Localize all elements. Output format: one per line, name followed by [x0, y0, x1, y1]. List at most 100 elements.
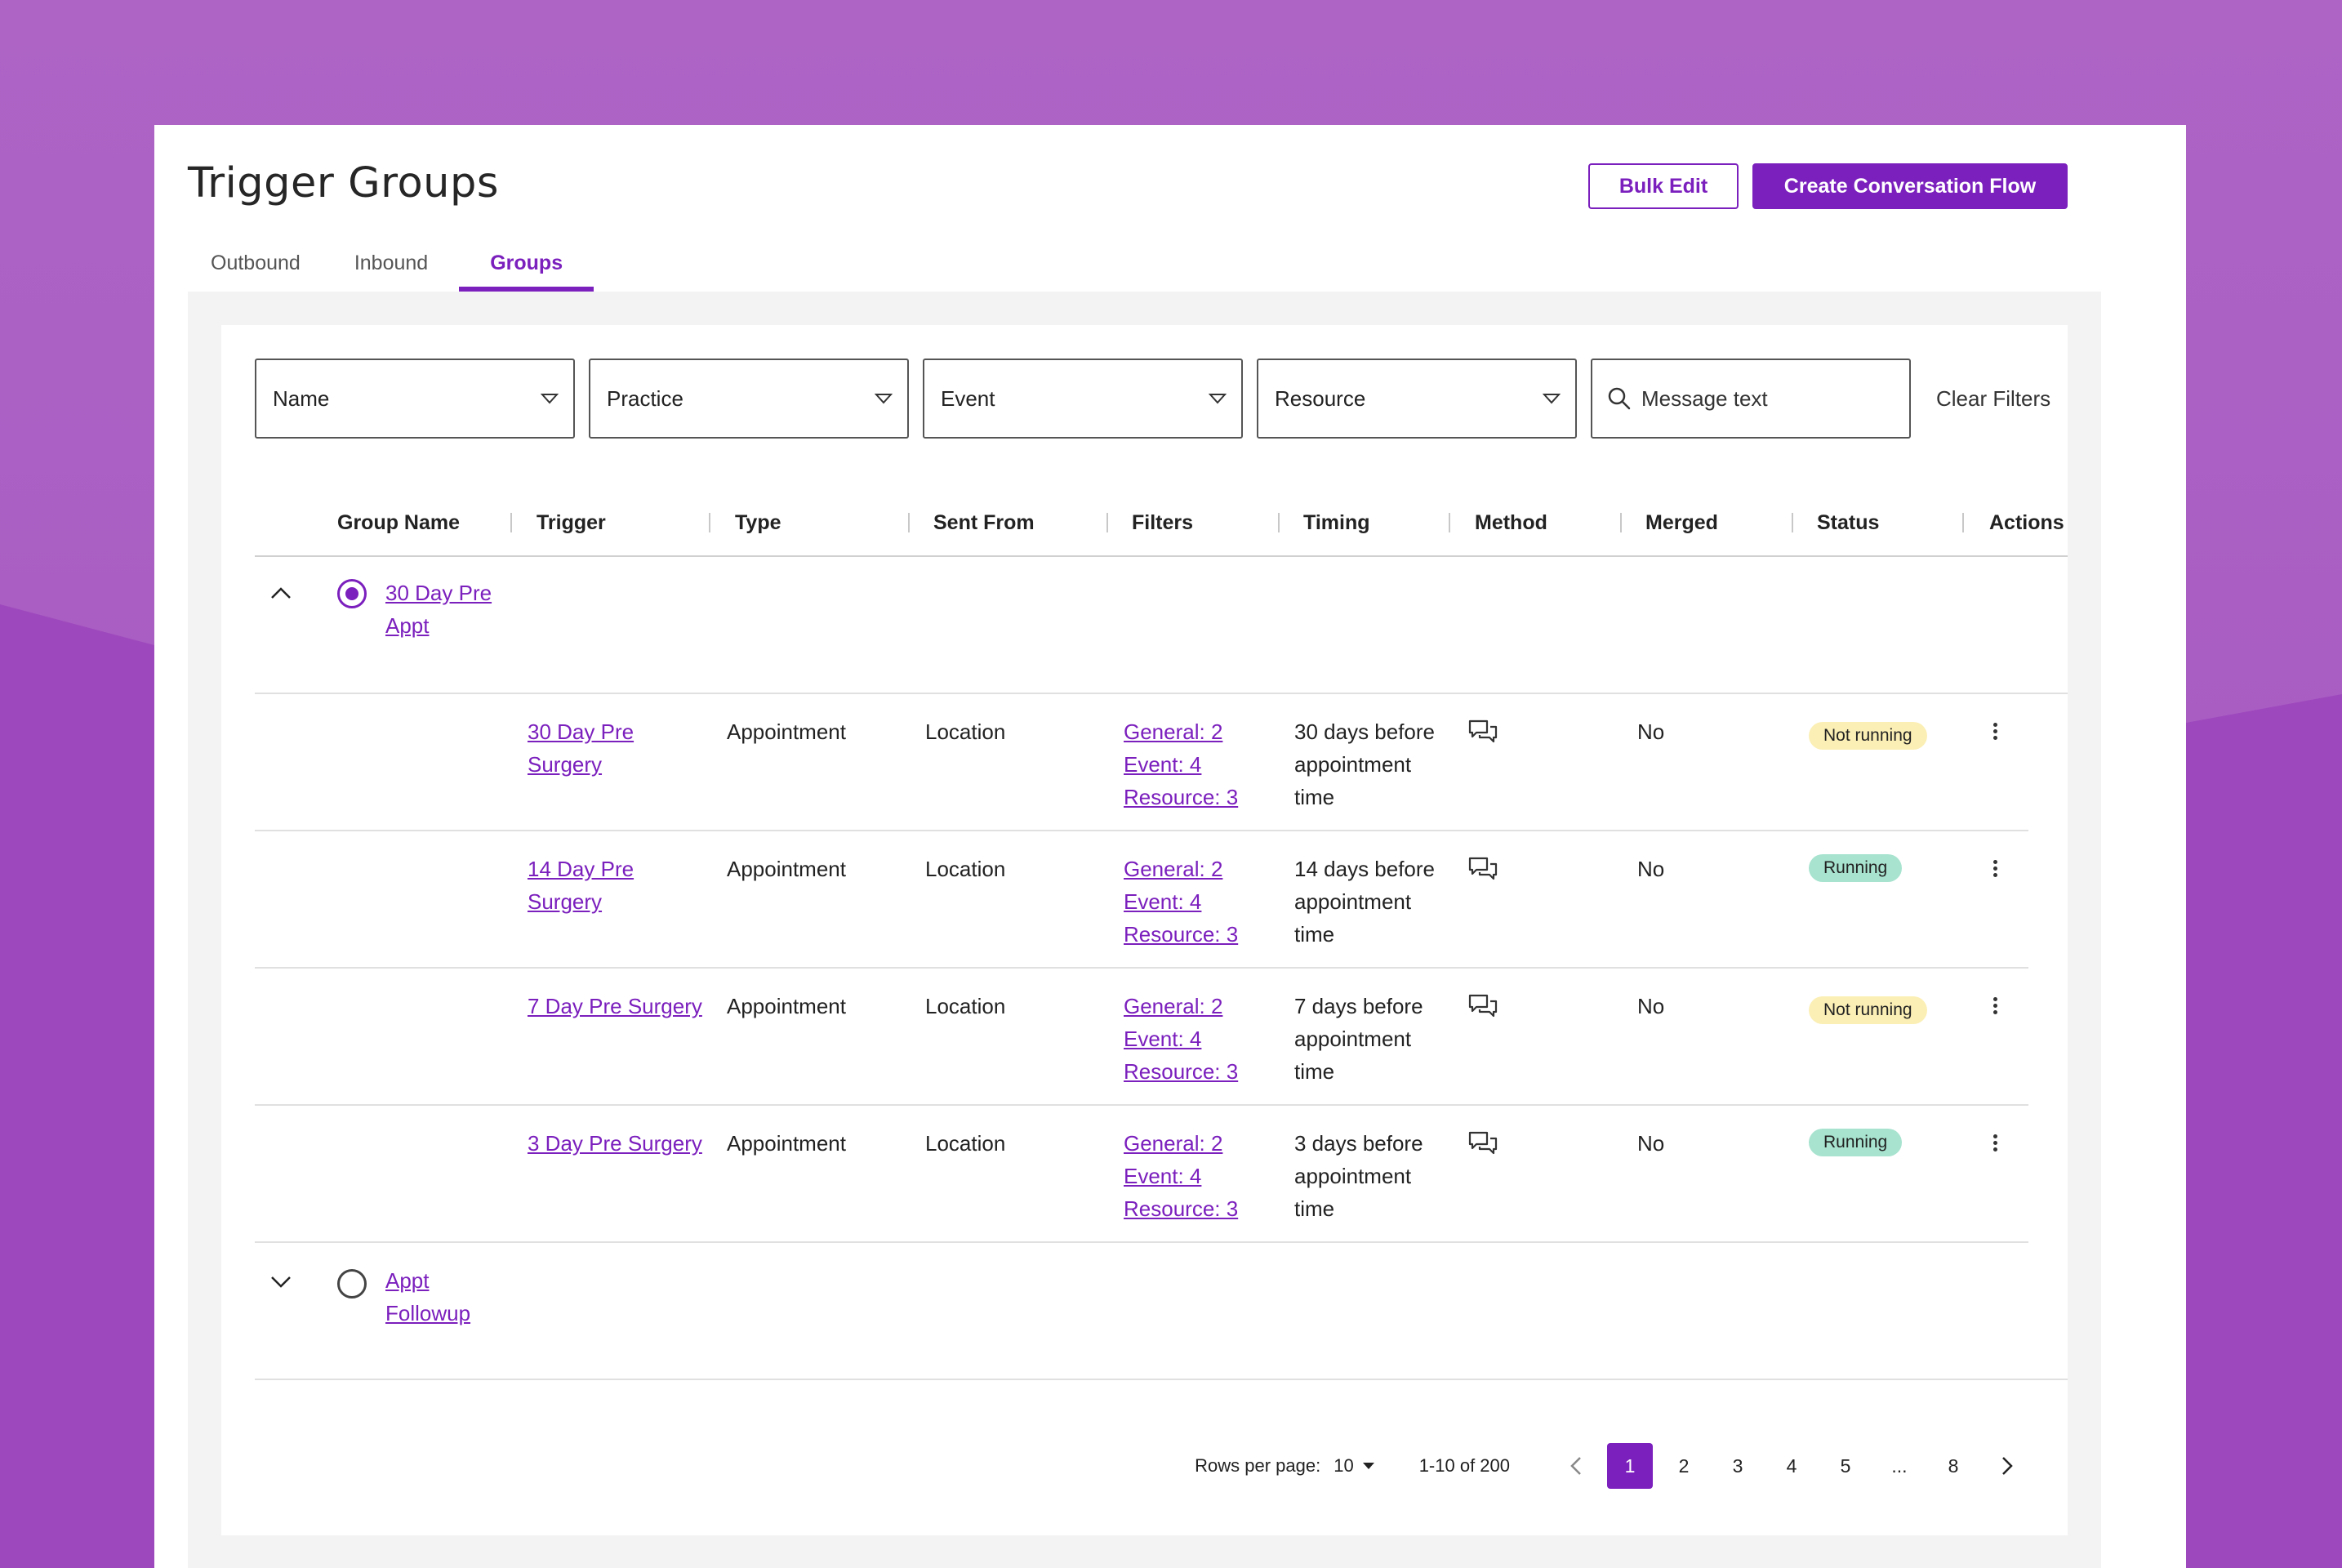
event-filter-select[interactable]: Event	[923, 359, 1243, 439]
rows-per-page-select[interactable]: 10	[1334, 1455, 1374, 1477]
type-cell: Appointment	[727, 857, 846, 881]
table-row: 3 Day Pre Surgery Appointment Location G…	[255, 1106, 2028, 1243]
col-group-name[interactable]: Group Name	[337, 510, 461, 534]
chat-bubbles-icon	[1468, 719, 1498, 743]
event-filter-link[interactable]: Event: 4	[1124, 752, 1202, 777]
resource-filter-link[interactable]: Resource: 3	[1124, 922, 1239, 947]
chat-bubbles-icon	[1468, 1131, 1498, 1155]
column-divider	[510, 513, 512, 532]
bulk-edit-button[interactable]: Bulk Edit	[1588, 163, 1739, 209]
page-button[interactable]: 8	[1948, 1454, 1959, 1477]
event-filter-link[interactable]: Event: 4	[1124, 1164, 1202, 1188]
col-type[interactable]: Type	[735, 510, 781, 534]
event-filter-link[interactable]: Event: 4	[1124, 889, 1202, 914]
create-conversation-flow-button[interactable]: Create Conversation Flow	[1752, 163, 2068, 209]
tab-inbound[interactable]: Inbound	[354, 251, 429, 274]
caret-down-icon	[1209, 394, 1227, 404]
chevron-up-icon[interactable]	[269, 585, 293, 601]
filter-bar: Name Practice Event Resource	[255, 359, 2050, 439]
filters-cell: General: 2 Event: 4 Resource: 3	[1124, 990, 1238, 1088]
trigger-link[interactable]: 30 Day Pre Surgery	[528, 715, 634, 781]
chat-bubbles-icon	[1468, 857, 1498, 880]
page-button[interactable]: 2	[1678, 1454, 1690, 1477]
table-panel: Name Practice Event Resource	[221, 325, 2068, 1535]
prev-page-button[interactable]	[1553, 1443, 1599, 1489]
resource-filter-link[interactable]: Resource: 3	[1124, 1059, 1239, 1084]
page-range-text: 1-10 of 200	[1418, 1455, 1510, 1476]
col-trigger[interactable]: Trigger	[537, 510, 606, 534]
group-select-radio[interactable]	[337, 1269, 367, 1298]
chevron-down-icon[interactable]	[269, 1274, 293, 1290]
page-button[interactable]: 3	[1732, 1454, 1743, 1477]
resource-filter-link[interactable]: Resource: 3	[1124, 785, 1239, 809]
column-divider	[709, 513, 710, 532]
tab-outbound[interactable]: Outbound	[211, 251, 301, 274]
more-actions-icon[interactable]	[1988, 1132, 2001, 1156]
chevron-left-icon	[1570, 1457, 1581, 1475]
more-actions-icon[interactable]	[1988, 995, 2001, 1019]
clear-filters-button[interactable]: Clear Filters	[1936, 385, 2051, 411]
type-cell: Appointment	[727, 719, 846, 744]
message-text-input[interactable]	[1641, 385, 1886, 412]
group-name-link[interactable]: Appt Followup	[385, 1264, 470, 1330]
sent-from-cell: Location	[925, 857, 1006, 881]
event-filter-link[interactable]: Event: 4	[1124, 1027, 1202, 1051]
merged-cell: No	[1637, 994, 1665, 1018]
more-actions-icon[interactable]	[1988, 858, 2001, 882]
status-badge: Running	[1809, 1129, 1903, 1156]
resource-filter-link[interactable]: Resource: 3	[1124, 1196, 1239, 1221]
general-filter-link[interactable]: General: 2	[1124, 1131, 1223, 1156]
group-select-radio[interactable]	[337, 579, 367, 608]
page-ellipsis: ...	[1891, 1454, 1908, 1477]
page-button[interactable]: 5	[1840, 1454, 1851, 1477]
col-filters[interactable]: Filters	[1132, 510, 1194, 534]
practice-filter-select[interactable]: Practice	[589, 359, 909, 439]
page-button[interactable]: 4	[1786, 1454, 1797, 1477]
merged-cell: No	[1637, 1131, 1665, 1156]
resource-filter-label: Resource	[1275, 385, 1366, 411]
column-divider	[1792, 513, 1793, 532]
next-page-button[interactable]	[1984, 1443, 2030, 1489]
col-sent-from[interactable]: Sent From	[933, 510, 1035, 534]
rows-per-page-value: 10	[1334, 1455, 1354, 1476]
trigger-link[interactable]: 7 Day Pre Surgery	[528, 990, 702, 1022]
timing-cell: 3 days before appointment time	[1294, 1127, 1423, 1225]
col-timing[interactable]: Timing	[1303, 510, 1370, 534]
general-filter-link[interactable]: General: 2	[1124, 719, 1223, 744]
timing-line: 7 days before	[1294, 994, 1423, 1018]
timing-line: appointment	[1294, 1027, 1412, 1051]
content-area: Name Practice Event Resource	[188, 292, 2101, 1568]
general-filter-link[interactable]: General: 2	[1124, 994, 1223, 1018]
sent-from-cell: Location	[925, 1131, 1006, 1156]
page-button[interactable]: 1	[1607, 1443, 1653, 1489]
trigger-link[interactable]: 3 Day Pre Surgery	[528, 1127, 702, 1160]
timing-line: appointment	[1294, 1164, 1412, 1188]
main-card: Trigger Groups Bulk Edit Create Conversa…	[154, 125, 2186, 1568]
resource-filter-select[interactable]: Resource	[1257, 359, 1577, 439]
group-name-line: Appt	[385, 1268, 430, 1293]
tab-bar: Outbound Inbound Groups	[188, 234, 594, 292]
column-divider	[1449, 513, 1450, 532]
col-status[interactable]: Status	[1817, 510, 1880, 534]
column-divider	[1962, 513, 1964, 532]
timing-line: time	[1294, 785, 1335, 809]
tab-groups[interactable]: Groups	[459, 234, 594, 292]
group-name-link[interactable]: 30 Day Pre Appt	[385, 577, 492, 642]
col-method[interactable]: Method	[1475, 510, 1547, 534]
name-filter-select[interactable]: Name	[255, 359, 575, 439]
table-row: 7 Day Pre Surgery Appointment Location G…	[255, 969, 2028, 1106]
practice-filter-label: Practice	[607, 385, 683, 411]
status-badge: Not running	[1809, 722, 1927, 750]
caret-down-icon	[1362, 1463, 1374, 1469]
filters-cell: General: 2 Event: 4 Resource: 3	[1124, 715, 1238, 813]
trigger-groups-table: Group Name Trigger Type Sent From Filter…	[255, 488, 2068, 1380]
general-filter-link[interactable]: General: 2	[1124, 857, 1223, 881]
type-cell: Appointment	[727, 994, 846, 1018]
more-actions-icon[interactable]	[1988, 720, 2001, 745]
timing-line: 3 days before	[1294, 1131, 1423, 1156]
trigger-link[interactable]: 14 Day Pre Surgery	[528, 853, 634, 918]
col-merged[interactable]: Merged	[1645, 510, 1718, 534]
timing-line: time	[1294, 1059, 1335, 1084]
column-divider	[1620, 513, 1622, 532]
timing-cell: 14 days before appointment time	[1294, 853, 1435, 951]
